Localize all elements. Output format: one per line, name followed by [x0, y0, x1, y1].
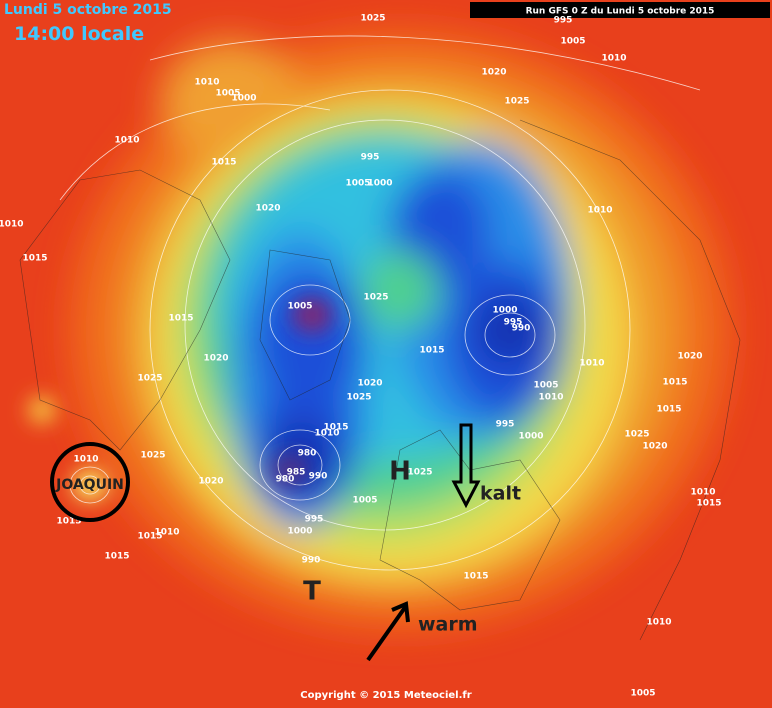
- pressure-label: 1010: [154, 528, 179, 538]
- storm-circle: [50, 442, 130, 522]
- warm-label: warm: [418, 614, 478, 636]
- pressure-label: 1015: [137, 532, 162, 542]
- cold-label: kalt: [480, 483, 521, 505]
- pressure-label: 1005: [287, 302, 312, 312]
- pressure-label: 1020: [481, 68, 506, 78]
- pressure-label: 1010: [690, 488, 715, 498]
- pressure-label: 990: [512, 324, 531, 334]
- pressure-label: 1015: [656, 405, 681, 415]
- storm-label: JOAQUIN: [55, 477, 124, 493]
- run-bar: [470, 2, 770, 18]
- pressure-label: 1015: [419, 346, 444, 356]
- pressure-label: 1015: [323, 423, 348, 433]
- pressure-label: 990: [309, 472, 328, 482]
- pressure-label: 1025: [624, 430, 649, 440]
- pressure-label: 1010: [601, 54, 626, 64]
- pressure-label: 1010: [587, 206, 612, 216]
- pressure-label: 995: [361, 153, 380, 163]
- pressure-label: 1025: [137, 374, 162, 384]
- pressure-label: 1020: [677, 352, 702, 362]
- pressure-label: 1005: [352, 496, 377, 506]
- pressure-label: 990: [302, 556, 321, 566]
- pressure-label: 1015: [56, 517, 81, 527]
- date: Lundi 5 octobre 2015: [4, 2, 172, 18]
- pressure-label: 1005: [345, 179, 370, 189]
- pressure-label: 1005: [215, 89, 240, 99]
- pressure-label: 1005: [630, 689, 655, 699]
- pressure-label: 1015: [22, 254, 47, 264]
- pressure-label: 1020: [203, 354, 228, 364]
- pressure-label: 1020: [357, 379, 382, 389]
- pressure-label: 1025: [140, 451, 165, 461]
- pressure-label: 1015: [104, 552, 129, 562]
- pressure-label: 1010: [0, 220, 24, 230]
- pressure-label: 995: [504, 318, 523, 328]
- coastlines: [19, 119, 741, 641]
- pressure-label: 1020: [198, 477, 223, 487]
- pressure-label: 1000: [231, 94, 256, 104]
- pressure-label: 980: [276, 475, 295, 485]
- pressure-label: 985: [287, 468, 306, 478]
- pressure-labels: 1025 995100510101020102510101005100010101…: [0, 14, 722, 699]
- pressure-label: 1020: [255, 204, 280, 214]
- pressure-label: 1020: [642, 442, 667, 452]
- pressure-label: 995: [554, 16, 573, 26]
- pressure-label: 1010: [314, 429, 339, 439]
- warm-arrow: [366, 601, 410, 662]
- pressure-label: 1025: [407, 468, 432, 478]
- pressure-label: 1025: [346, 393, 371, 403]
- pressure-label: 1000: [492, 306, 517, 316]
- pressure-label: 1000: [518, 432, 543, 442]
- high-label: H: [389, 457, 411, 487]
- pressure-label: 1000: [367, 179, 392, 189]
- time: 14:00 locale: [14, 23, 144, 45]
- low-label: T: [303, 577, 321, 607]
- pressure-label: 980: [298, 449, 317, 459]
- pressure-label: 1010: [579, 359, 604, 369]
- pressure-label: 1015: [662, 378, 687, 388]
- pressure-label: 1010: [646, 618, 671, 628]
- pressure-label: 1025: [360, 14, 385, 24]
- pressure-label: 1015: [168, 314, 193, 324]
- isobars: [59, 35, 701, 571]
- pressure-label: 995: [305, 515, 324, 525]
- pressure-label: 1010: [114, 136, 139, 146]
- pressure-label: 1025: [363, 293, 388, 303]
- pressure-label: 1005: [533, 381, 558, 391]
- pressure-label: 1010: [538, 393, 563, 403]
- pressure-label: 1025: [504, 97, 529, 107]
- pressure-label: 1000: [287, 527, 312, 537]
- pressure-label: 1015: [211, 158, 236, 168]
- pressure-label: 1005: [560, 37, 585, 47]
- cold-arrow: [451, 423, 481, 509]
- pressure-label: 1010: [73, 455, 98, 465]
- pressure-label: 1015: [463, 572, 488, 582]
- pressure-label: 1010: [194, 78, 219, 88]
- copyright: Copyright © 2015 Meteociel.fr: [300, 690, 471, 701]
- pressure-label: 995: [496, 420, 515, 430]
- run-info: Run GFS 0 Z du Lundi 5 octobre 2015: [526, 7, 715, 17]
- pressure-label: 1015: [696, 499, 721, 509]
